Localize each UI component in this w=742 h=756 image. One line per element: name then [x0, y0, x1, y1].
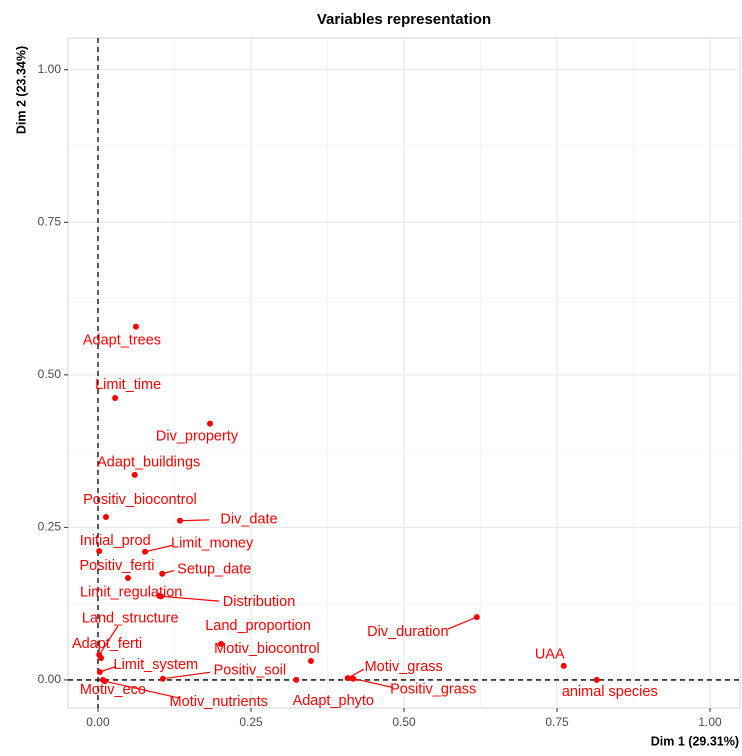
point: [159, 570, 166, 577]
label-connector: [347, 668, 364, 679]
point: [293, 676, 300, 683]
point-label: Limit_system: [114, 657, 199, 673]
point: [206, 420, 213, 427]
label-connector: [98, 625, 119, 656]
point: [102, 514, 109, 521]
x-tick-label: 1.00: [698, 715, 722, 729]
label-connector: [104, 680, 179, 699]
y-tick-label: 1.00: [38, 62, 62, 76]
point: [142, 548, 149, 555]
label-connector: [447, 616, 478, 630]
point: [473, 614, 480, 621]
label-connector: [162, 671, 210, 680]
point: [344, 675, 351, 682]
chart-title: Variables representation: [317, 11, 491, 28]
label-connector: [353, 678, 394, 689]
point: [350, 675, 357, 682]
label-connector: [160, 595, 220, 602]
point-label: Div_property: [156, 428, 239, 444]
point-label: Limit_regulation: [80, 585, 182, 601]
point-label: Initial_prod: [80, 533, 151, 549]
point: [112, 395, 119, 402]
x-tick-label: 0.00: [86, 715, 110, 729]
point-label: Adapt_ferti: [72, 636, 142, 652]
point-label: UAA: [535, 647, 565, 663]
x-axis-label: Dim 1 (29.31%): [651, 734, 739, 748]
point-label: Adapt_trees: [83, 332, 161, 348]
point-label: Setup_date: [177, 562, 251, 578]
point-label: Positiv_biocontrol: [83, 492, 197, 508]
point-label: Limit_time: [95, 377, 161, 393]
point-label: Distribution: [223, 594, 296, 610]
point-label: Adapt_phyto: [293, 693, 374, 709]
point: [132, 323, 139, 330]
point-label: Motiv_nutrients: [170, 694, 268, 710]
y-tick-label: 0.75: [38, 214, 62, 228]
y-tick-label: 0.00: [38, 672, 62, 686]
point-label: Land_proportion: [205, 618, 311, 634]
x-tick-label: 0.75: [545, 715, 569, 729]
point-label: Motiv_grass: [365, 659, 443, 675]
point-label: Div_date: [220, 511, 277, 527]
point-label: Positiv_ferti: [80, 558, 155, 574]
point-label: Adapt_buildings: [97, 455, 200, 471]
point: [101, 678, 108, 685]
point-label: Motiv_biocontrol: [214, 641, 320, 657]
point: [131, 471, 138, 478]
point: [218, 640, 225, 647]
point: [96, 668, 103, 675]
point: [158, 593, 165, 600]
point-label: Positiv_grass: [390, 682, 476, 698]
point-label: Land_structure: [82, 611, 179, 627]
point-label: Limit_money: [171, 536, 254, 552]
y-axis-label: Dim 2 (23.34%): [14, 46, 28, 134]
point-label: Positiv_soil: [214, 663, 287, 679]
point: [159, 675, 166, 682]
point: [560, 662, 567, 669]
point: [124, 575, 131, 582]
point: [98, 654, 105, 661]
point-label: Motiv_eco: [80, 682, 146, 698]
point: [307, 658, 314, 665]
label-connector: [179, 519, 210, 522]
point: [177, 517, 183, 524]
point-label: animal species: [562, 684, 658, 700]
y-tick-label: 0.25: [38, 520, 62, 534]
x-tick-label: 0.50: [392, 715, 416, 729]
point: [96, 548, 103, 555]
point: [593, 676, 600, 683]
x-tick-label: 0.25: [239, 715, 263, 729]
label-connector: [144, 544, 173, 553]
y-tick-label: 0.50: [38, 367, 62, 381]
point-label: Div_duration: [367, 624, 448, 640]
